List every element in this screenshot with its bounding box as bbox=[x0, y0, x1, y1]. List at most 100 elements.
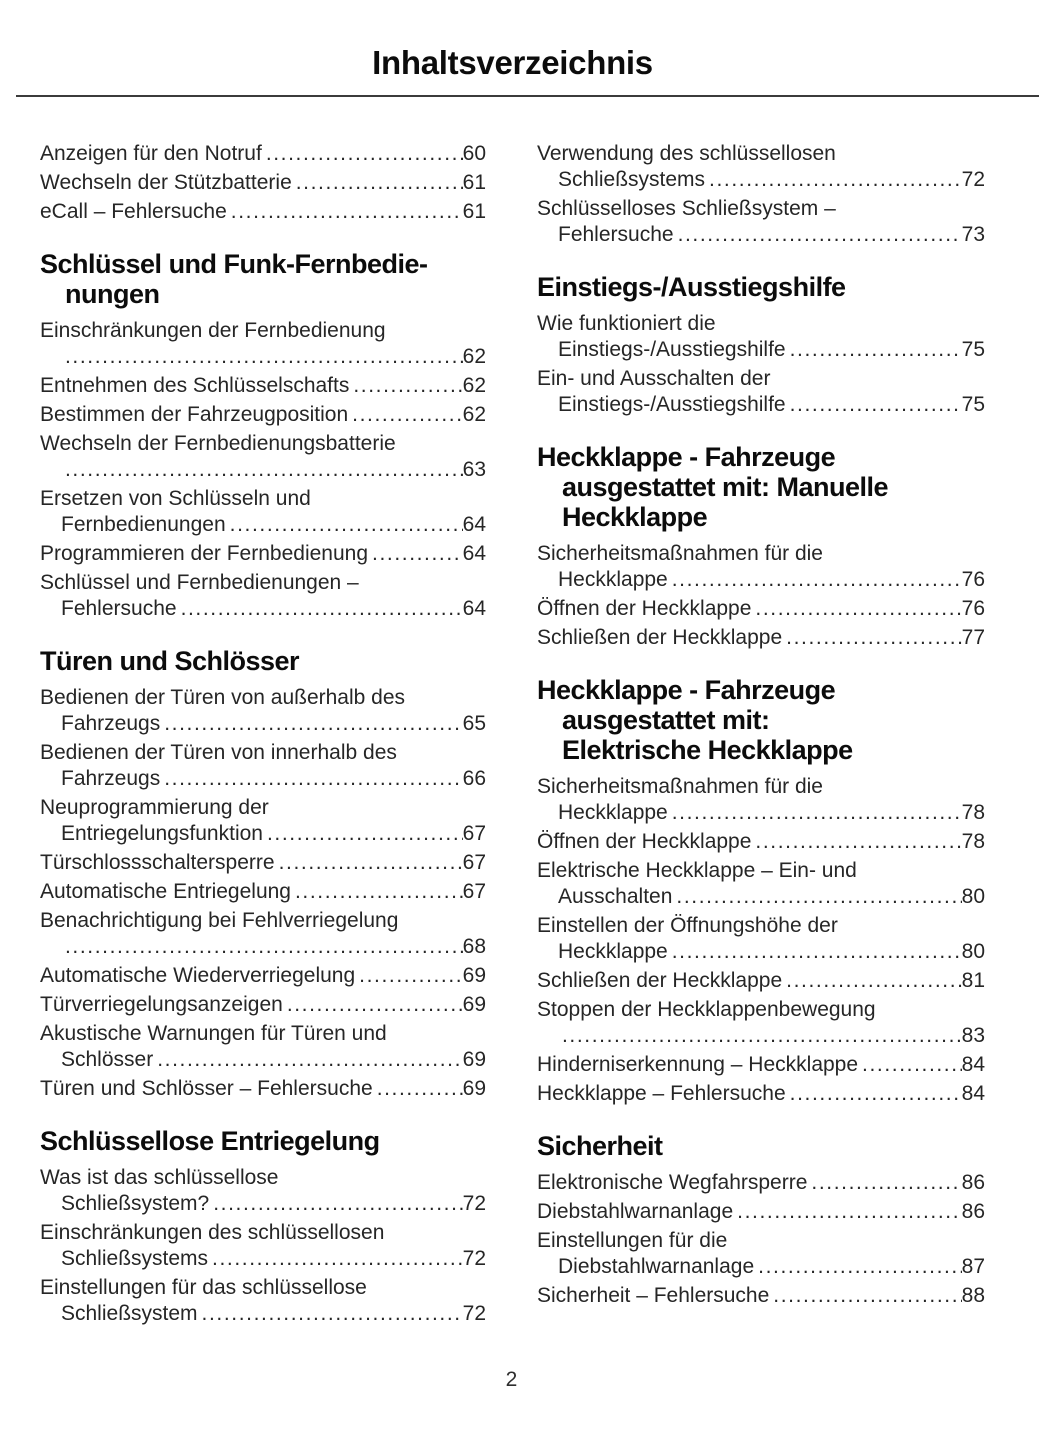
section-heading-line: nungen bbox=[65, 279, 160, 309]
toc-entry-text: Neuprogrammierung der bbox=[40, 796, 269, 819]
dots-leader bbox=[230, 512, 463, 538]
toc-entry: Türschlossschaltersperre 67 bbox=[40, 850, 486, 876]
section-heading: Schlüssellose Entriegelung bbox=[40, 1126, 486, 1156]
toc-page-number: 61 bbox=[462, 171, 486, 194]
toc-page-number: 78 bbox=[961, 830, 985, 853]
toc-page-number: 78 bbox=[961, 801, 985, 824]
dots-leader bbox=[758, 1254, 962, 1280]
toc-entry: Einschränkungen des schlüssellosen Schlie… bbox=[40, 1220, 486, 1272]
toc-page-number: 75 bbox=[961, 393, 985, 416]
toc-page-number: 69 bbox=[462, 1077, 486, 1100]
toc-entry: Neuprogrammierung der Entriegelungsfunkti… bbox=[40, 795, 486, 847]
toc-entry: Automatische Entriegelung 67 bbox=[40, 879, 486, 905]
dots-leader bbox=[672, 939, 962, 965]
toc-entry: Hinderniserkennung – Heckklappe 84 bbox=[537, 1052, 985, 1078]
toc-entry: Türen und Schlösser – Fehlersuche 69 bbox=[40, 1076, 486, 1102]
toc-entry-text: Türverriegelungsanzeigen bbox=[40, 993, 283, 1016]
dots-leader bbox=[164, 766, 462, 792]
dots-leader bbox=[755, 829, 961, 855]
section-heading-line: Heckklappe bbox=[562, 502, 708, 532]
toc-entry-text: Öffnen der Heckklappe bbox=[537, 830, 752, 853]
toc-entry-text: Schließen der Heckklappe bbox=[537, 626, 783, 649]
toc-entry-leader-row: Hinderniserkennung – Heckklappe 84 bbox=[537, 1052, 985, 1078]
toc-entry-text: Schließsystems bbox=[558, 168, 706, 191]
toc-page-number: 68 bbox=[462, 935, 486, 958]
toc-entry-text: Sicherheit – Fehlersuche bbox=[537, 1284, 770, 1307]
toc-page-number: 67 bbox=[462, 880, 486, 903]
toc-entry-leader-row: Bestimmen der Fahrzeugposition 62 bbox=[40, 402, 486, 428]
toc-entry-text: Fahrzeugs bbox=[61, 767, 161, 790]
dots-leader bbox=[181, 596, 463, 622]
dots-leader bbox=[295, 879, 463, 905]
dots-leader bbox=[862, 1052, 962, 1078]
dots-leader bbox=[786, 968, 962, 994]
toc-entry: Elektronische Wegfahrsperre 86 bbox=[537, 1170, 985, 1196]
toc-entry: Benachrichtigung bei Fehlverriegelung 68 bbox=[40, 908, 486, 960]
toc-entry: Ersetzen von Schlüsseln und Fernbedienung… bbox=[40, 486, 486, 538]
toc-entry: Einschränkungen der Fernbedienung 62 bbox=[40, 318, 486, 370]
toc-entry-leader-row: 63 bbox=[40, 457, 486, 483]
toc-entry-text: Wie funktioniert die bbox=[537, 312, 716, 335]
toc-entry: Ein- und Ausschalten der Einstiegs-/Ausst… bbox=[537, 366, 985, 418]
toc-entry: Einstellen der Öffnungshöhe der Heckklapp… bbox=[537, 913, 985, 965]
toc-page-number: 72 bbox=[462, 1192, 486, 1215]
toc-entry-text: Ersetzen von Schlüsseln und bbox=[40, 487, 311, 510]
toc-page-number: 67 bbox=[462, 822, 486, 845]
toc-entry-text: Schließsystems bbox=[61, 1247, 209, 1270]
section-heading: Sicherheit bbox=[537, 1131, 985, 1161]
dots-leader bbox=[678, 222, 962, 248]
toc-entry: Türverriegelungsanzeigen 69 bbox=[40, 992, 486, 1018]
dots-leader bbox=[353, 373, 462, 399]
toc-entry-text: Einstellungen für die bbox=[537, 1229, 728, 1252]
toc-page-number: 66 bbox=[462, 767, 486, 790]
dots-leader bbox=[811, 1170, 961, 1196]
toc-entry: eCall – Fehlersuche 61 bbox=[40, 199, 486, 225]
toc-page-number: 80 bbox=[961, 885, 985, 908]
dots-leader bbox=[287, 992, 463, 1018]
toc-entry-text: Was ist das schlüssellose bbox=[40, 1166, 279, 1189]
toc-entry-leader-row: Schließsystems 72 bbox=[537, 167, 985, 193]
toc-page-number: 84 bbox=[961, 1082, 985, 1105]
toc-entry-leader-row: Fehlersuche 73 bbox=[537, 222, 985, 248]
toc-entry-text: Sicherheitsmaßnahmen für die bbox=[537, 542, 823, 565]
toc-entry-text: Elektronische Wegfahrsperre bbox=[537, 1171, 808, 1194]
dots-leader bbox=[65, 344, 463, 370]
section-heading-line: ausgestattet mit: bbox=[562, 705, 770, 735]
toc-entry-leader-row: Fahrzeugs 65 bbox=[40, 711, 486, 737]
toc-entry-text: Entriegelungsfunktion bbox=[61, 822, 263, 845]
toc-entry-text: Einstiegs-/Ausstiegshilfe bbox=[558, 338, 786, 361]
toc-page-number: 86 bbox=[961, 1171, 985, 1194]
dots-leader bbox=[709, 167, 962, 193]
toc-entry-leader-row: Fehlersuche 64 bbox=[40, 596, 486, 622]
toc-page-number: 72 bbox=[462, 1247, 486, 1270]
toc-page-number: 73 bbox=[961, 223, 985, 246]
toc-entry-leader-row: 68 bbox=[40, 934, 486, 960]
dots-leader bbox=[359, 963, 462, 989]
toc-entry-leader-row: Anzeigen für den Notruf 60 bbox=[40, 141, 486, 167]
section-heading-line: ausgestattet mit: Manuelle bbox=[562, 472, 889, 502]
toc-page-number: 69 bbox=[462, 964, 486, 987]
toc-entry: Sicherheitsmaßnahmen für die Heckklappe 78 bbox=[537, 774, 985, 826]
toc-page-number: 61 bbox=[462, 200, 486, 223]
toc-entry-leader-row: Elektronische Wegfahrsperre 86 bbox=[537, 1170, 985, 1196]
dots-leader bbox=[737, 1199, 962, 1225]
dots-leader bbox=[65, 457, 463, 483]
toc-page-number: 67 bbox=[462, 851, 486, 874]
toc-entry-text: Verwendung des schlüssellosen bbox=[537, 142, 836, 165]
dots-leader bbox=[296, 170, 463, 196]
toc-entry: Einstellungen für das schlüssellose Schli… bbox=[40, 1275, 486, 1327]
toc-entry: Bestimmen der Fahrzeugposition 62 bbox=[40, 402, 486, 428]
toc-entry: Bedienen der Türen von außerhalb des Fahr… bbox=[40, 685, 486, 737]
toc-entry: Schließen der Heckklappe 77 bbox=[537, 625, 985, 651]
toc-entry: Schließen der Heckklappe 81 bbox=[537, 968, 985, 994]
toc-entry-text: Anzeigen für den Notruf bbox=[40, 142, 262, 165]
title-area: Inhaltsverzeichnis bbox=[0, 0, 1025, 82]
dots-leader bbox=[672, 567, 962, 593]
toc-page-number: 72 bbox=[462, 1302, 486, 1325]
toc-page-number: 72 bbox=[961, 168, 985, 191]
toc-entry-text: Sicherheitsmaßnahmen für die bbox=[537, 775, 823, 798]
dots-leader bbox=[352, 402, 462, 428]
dots-leader bbox=[676, 884, 961, 910]
toc-page-number: 86 bbox=[961, 1200, 985, 1223]
